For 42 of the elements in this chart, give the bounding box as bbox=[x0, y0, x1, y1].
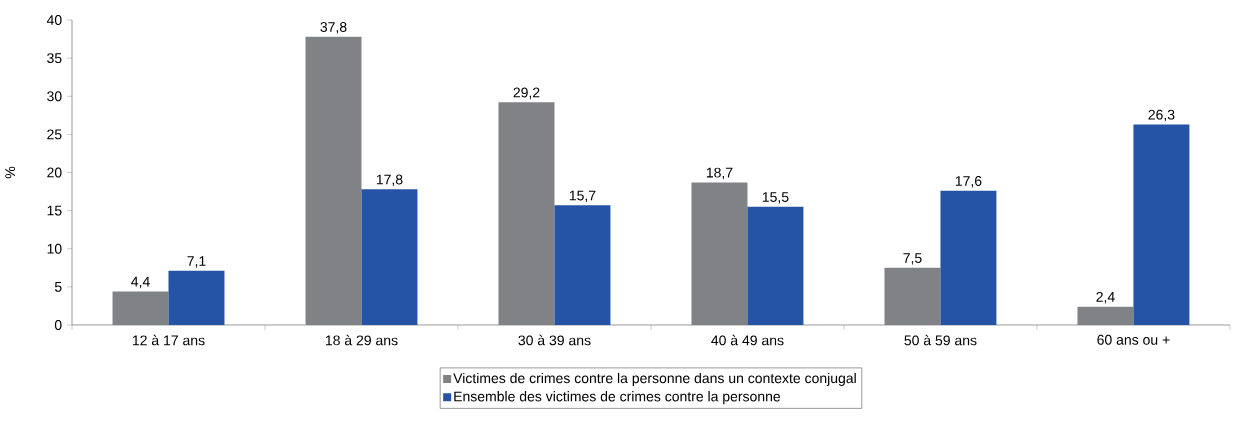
data-label: 17,6 bbox=[955, 176, 982, 188]
y-tick-label: 0 bbox=[54, 320, 62, 330]
data-label: 17,8 bbox=[376, 174, 403, 187]
data-label: 26,3 bbox=[1148, 109, 1175, 122]
y-tick-label: 30 bbox=[47, 91, 62, 102]
y-tick-label: 40 bbox=[46, 15, 62, 25]
y-tick-label: 25 bbox=[47, 129, 62, 140]
legend-label: Victimes de crimes contre la personne dans un contexte conjugal bbox=[453, 372, 856, 386]
data-label: 37,8 bbox=[320, 22, 347, 34]
data-label: 7,1 bbox=[187, 256, 206, 268]
legend-label: Ensemble des victimes de crimes contre la personne bbox=[454, 391, 781, 405]
data-label: 29,2 bbox=[513, 87, 540, 100]
bar bbox=[168, 270, 225, 325]
x-tick-label: 50 à 59 ans bbox=[904, 334, 977, 346]
y-tick-label: 35 bbox=[47, 53, 62, 64]
bar bbox=[691, 182, 748, 325]
x-tick-label: 18 à 29 ans bbox=[325, 334, 398, 346]
bar bbox=[554, 205, 611, 325]
bar bbox=[112, 291, 169, 325]
y-tick-label: 15 bbox=[47, 205, 62, 216]
x-tick-label: 12 à 17 ans bbox=[132, 334, 205, 346]
bar bbox=[498, 102, 555, 325]
bar bbox=[361, 189, 418, 325]
bar bbox=[940, 190, 997, 325]
x-tick-label: 60 ans ou + bbox=[1097, 334, 1170, 345]
y-tick-label: 10 bbox=[47, 243, 62, 254]
data-label: 7,5 bbox=[903, 253, 922, 265]
x-tick-label: 30 à 39 ans bbox=[518, 334, 591, 346]
data-label: 2,4 bbox=[1096, 291, 1115, 304]
bar bbox=[1133, 124, 1190, 325]
data-label: 15,5 bbox=[762, 192, 789, 204]
data-label: 15,7 bbox=[569, 190, 596, 203]
y-tick-label: 5 bbox=[54, 282, 62, 292]
y-axis-title: % bbox=[5, 166, 16, 179]
bar bbox=[747, 206, 804, 325]
y-tick-label: 20 bbox=[47, 167, 62, 178]
bar bbox=[305, 36, 362, 325]
data-label: 4,4 bbox=[131, 276, 150, 289]
bar bbox=[1077, 306, 1134, 325]
x-tick-label: 40 à 49 ans bbox=[711, 334, 784, 346]
bar bbox=[884, 267, 941, 325]
data-label: 18,7 bbox=[706, 167, 733, 180]
